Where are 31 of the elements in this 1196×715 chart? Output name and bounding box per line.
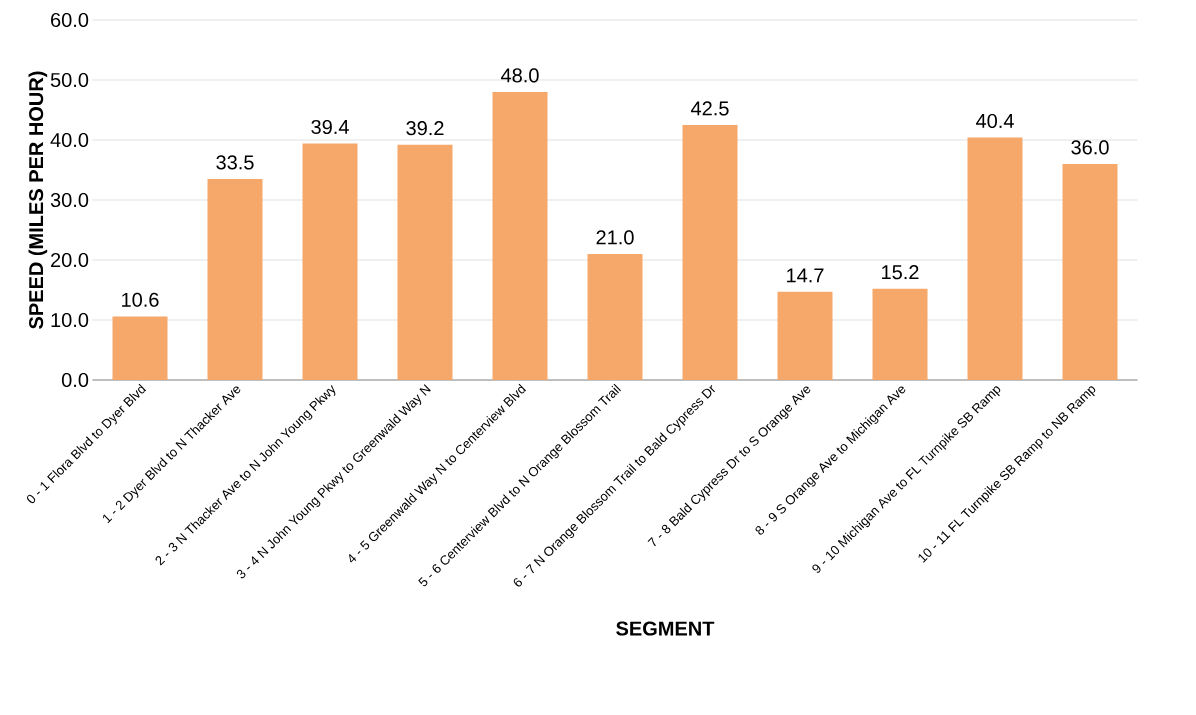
bar — [587, 254, 643, 380]
x-axis-title: SEGMENT — [616, 621, 715, 636]
bar — [397, 144, 453, 380]
data-label: 36.0 — [1071, 140, 1109, 155]
y-tick-label: 20.0 — [51, 252, 89, 268]
data-label: 10.6 — [122, 292, 159, 307]
y-tick-label: 10.0 — [51, 312, 89, 328]
bar — [872, 288, 928, 380]
y-tick-label: 40.0 — [50, 132, 89, 148]
bar — [777, 291, 833, 380]
y-tick-label: 0.0 — [61, 372, 89, 388]
bar — [682, 125, 738, 380]
data-label: 39.4 — [311, 119, 349, 135]
bar — [967, 137, 1023, 380]
bar — [1062, 164, 1118, 380]
bar — [112, 316, 168, 380]
bar — [492, 92, 548, 380]
data-label: 40.4 — [976, 113, 1014, 129]
data-label: 15.2 — [882, 265, 919, 280]
bar — [302, 143, 358, 380]
data-label: 42.5 — [691, 101, 729, 116]
y-tick-label: 50.0 — [50, 72, 89, 88]
data-label: 48.0 — [501, 68, 539, 83]
y-axis-title: SPEED (MILES PER HOUR) — [28, 71, 48, 329]
data-label: 33.5 — [216, 155, 254, 170]
bar — [207, 179, 263, 380]
data-label: 39.2 — [406, 121, 444, 136]
y-tick-label: 30.0 — [50, 192, 89, 208]
y-tick-label: 60.0 — [51, 12, 89, 28]
data-label: 14.7 — [787, 268, 824, 283]
data-label: 21.0 — [596, 230, 634, 245]
